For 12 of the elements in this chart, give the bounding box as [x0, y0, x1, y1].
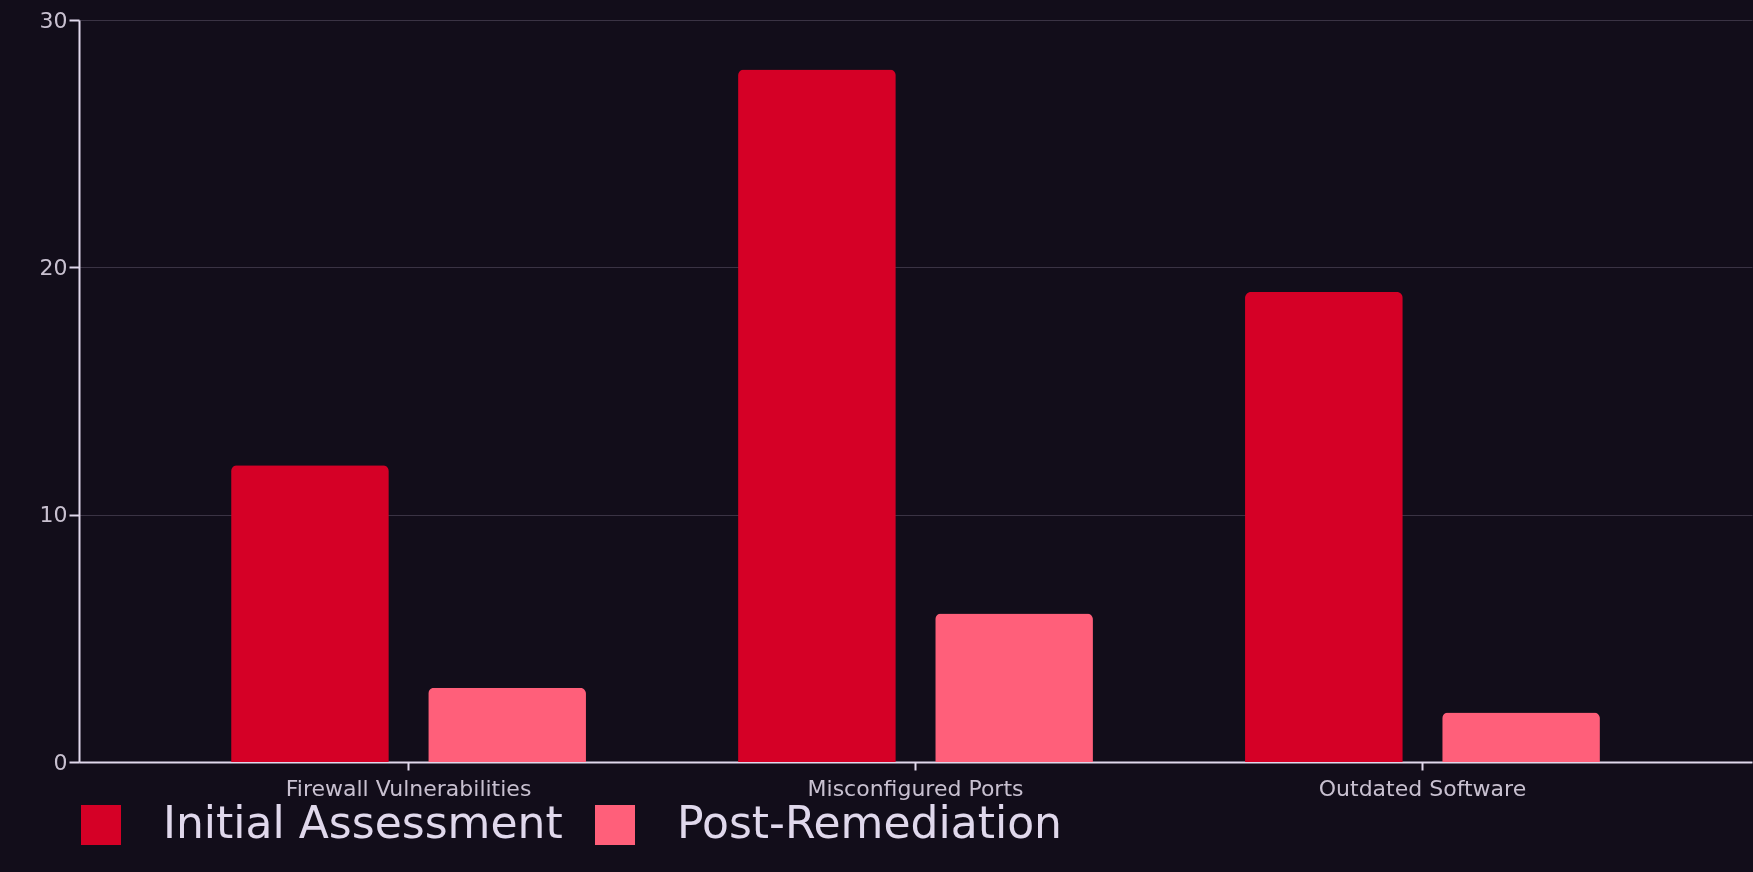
- bar: [1245, 292, 1403, 762]
- x-tick-label: Outdated Software: [1318, 775, 1527, 801]
- bar: [428, 687, 586, 762]
- y-tick-label: 0: [53, 749, 68, 775]
- y-tick-label: 30: [39, 7, 68, 33]
- bar: [231, 465, 389, 762]
- bar: [738, 69, 896, 762]
- bar: [935, 613, 1093, 762]
- y-tick-label: 20: [39, 254, 68, 280]
- bar: [1442, 712, 1600, 762]
- y-tick-label: 10: [39, 502, 68, 528]
- x-tick-label: Misconfigured Ports: [807, 775, 1024, 801]
